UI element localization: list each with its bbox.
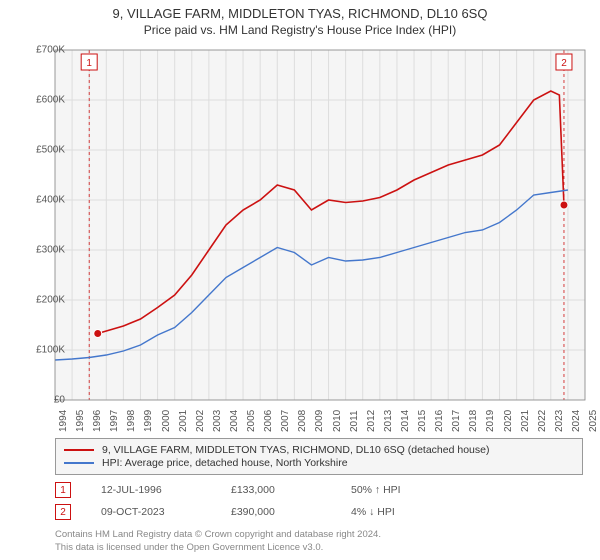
x-axis-tick-label: 2012: [366, 410, 377, 432]
legend: 9, VILLAGE FARM, MIDDLETON TYAS, RICHMON…: [55, 438, 583, 475]
x-axis-tick-label: 2024: [571, 410, 582, 432]
attribution-footer: Contains HM Land Registry data © Crown c…: [55, 529, 381, 554]
footer-line: This data is licensed under the Open Gov…: [55, 542, 381, 554]
x-axis-tick-label: 2002: [195, 410, 206, 432]
x-axis-tick-label: 2008: [297, 410, 308, 432]
y-axis-tick-label: £300K: [36, 245, 65, 256]
y-axis-tick-label: £0: [54, 395, 65, 406]
x-axis-tick-label: 2007: [280, 410, 291, 432]
transaction-price: £133,000: [231, 484, 351, 496]
x-axis-tick-label: 2014: [400, 410, 411, 432]
transaction-badge: 2: [55, 504, 71, 520]
x-axis-tick-label: 2010: [332, 410, 343, 432]
y-axis-tick-label: £500K: [36, 145, 65, 156]
x-axis-tick-label: 2003: [212, 410, 223, 432]
x-axis-tick-label: 1994: [58, 410, 69, 432]
x-axis-tick-label: 2015: [417, 410, 428, 432]
x-axis-tick-label: 2011: [349, 410, 360, 432]
footer-line: Contains HM Land Registry data © Crown c…: [55, 529, 381, 541]
y-axis-tick-label: £400K: [36, 195, 65, 206]
chart-subtitle: Price paid vs. HM Land Registry's House …: [0, 23, 600, 37]
legend-swatch-hpi: [64, 462, 94, 464]
transaction-row: 1 12-JUL-1996 £133,000 50% ↑ HPI: [55, 482, 585, 498]
transaction-delta: 4% ↓ HPI: [351, 506, 395, 518]
x-axis-tick-label: 2018: [468, 410, 479, 432]
transaction-row: 2 09-OCT-2023 £390,000 4% ↓ HPI: [55, 504, 585, 520]
x-axis-tick-label: 1996: [92, 410, 103, 432]
legend-label-property: 9, VILLAGE FARM, MIDDLETON TYAS, RICHMON…: [102, 444, 489, 456]
x-axis-tick-label: 2016: [434, 410, 445, 432]
x-axis-tick-label: 2009: [314, 410, 325, 432]
svg-text:2: 2: [561, 58, 567, 69]
x-axis-tick-label: 2025: [588, 410, 599, 432]
transaction-badge: 1: [55, 482, 71, 498]
transaction-date: 12-JUL-1996: [101, 484, 231, 496]
x-axis-tick-label: 2005: [246, 410, 257, 432]
x-axis-tick-label: 2006: [263, 410, 274, 432]
y-axis-tick-label: £200K: [36, 295, 65, 306]
x-axis-tick-label: 1997: [109, 410, 120, 432]
y-axis-tick-label: £100K: [36, 345, 65, 356]
x-axis-tick-label: 2022: [537, 410, 548, 432]
x-axis-tick-label: 1998: [126, 410, 137, 432]
price-chart: 12: [55, 50, 585, 400]
legend-label-hpi: HPI: Average price, detached house, Nort…: [102, 457, 348, 469]
transaction-date: 09-OCT-2023: [101, 506, 231, 518]
x-axis-tick-label: 2017: [451, 410, 462, 432]
transaction-price: £390,000: [231, 506, 351, 518]
legend-swatch-property: [64, 449, 94, 451]
x-axis-tick-label: 2004: [229, 410, 240, 432]
x-axis-tick-label: 2013: [383, 410, 394, 432]
y-axis-tick-label: £600K: [36, 95, 65, 106]
x-axis-tick-label: 2000: [161, 410, 172, 432]
x-axis-tick-label: 2021: [520, 410, 531, 432]
x-axis-tick-label: 2001: [178, 410, 189, 432]
y-axis-tick-label: £700K: [36, 45, 65, 56]
x-axis-tick-label: 2019: [485, 410, 496, 432]
x-axis-tick-label: 2023: [554, 410, 565, 432]
x-axis-tick-label: 1999: [143, 410, 154, 432]
svg-text:1: 1: [86, 58, 92, 69]
x-axis-tick-label: 1995: [75, 410, 86, 432]
transaction-delta: 50% ↑ HPI: [351, 484, 401, 496]
x-axis-tick-label: 2020: [503, 410, 514, 432]
chart-title-address: 9, VILLAGE FARM, MIDDLETON TYAS, RICHMON…: [0, 6, 600, 21]
